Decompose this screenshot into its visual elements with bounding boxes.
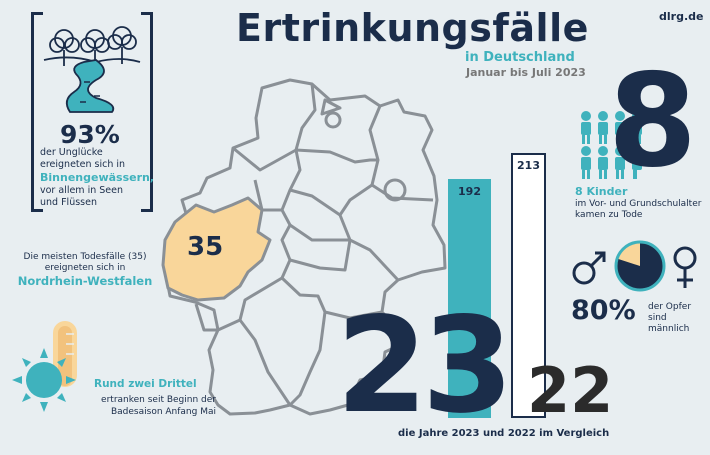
page-subtitle: in Deutschland xyxy=(465,50,575,65)
children-count: 8 xyxy=(608,47,698,196)
germany-map xyxy=(163,78,447,416)
trees-river-icon xyxy=(43,26,141,113)
waters-percent: 93% xyxy=(60,120,120,149)
nrw-name: Nordrhein-Westfalen xyxy=(17,274,153,288)
season-title: Rund zwei Drittel xyxy=(94,378,197,390)
bracket-right xyxy=(141,12,153,212)
children-title: 8 Kinder xyxy=(575,185,628,198)
children-icon xyxy=(581,111,642,179)
waters-text: der Unglücke ereigneten sich in Binnenge… xyxy=(40,147,154,209)
pie-male-slice xyxy=(616,241,665,290)
page-title: Ertrinkungsfälle xyxy=(236,6,589,50)
comparison-caption: die Jahre 2023 und 2022 im Vergleich xyxy=(398,428,610,439)
bar-2022 xyxy=(511,153,546,418)
male-icon xyxy=(572,251,606,285)
gender-percent: 80% xyxy=(571,295,636,326)
bar-2023 xyxy=(448,179,491,418)
nrw-count: 35 xyxy=(187,232,224,262)
waters-highlight: Binnengewässern, xyxy=(40,171,155,184)
waters-text-after: vor allem in Seen und Flüssen xyxy=(40,185,123,208)
female-icon xyxy=(673,246,697,288)
nrw-region xyxy=(161,196,272,302)
year-2023-label: 23 xyxy=(336,289,514,443)
gender-pie xyxy=(614,240,666,292)
site-label: dlrg.de xyxy=(659,10,704,23)
bar-2022-value: 213 xyxy=(517,159,540,172)
waters-text-before: der Unglücke ereigneten sich in xyxy=(40,147,126,170)
period-label: Januar bis Juli 2023 xyxy=(466,66,586,79)
nrw-text: Die meisten Todesfälle (35) ereigneten s… xyxy=(23,252,147,273)
bar-2023-value: 192 xyxy=(458,185,481,198)
season-text: ertranken seit Beginn der Badesaison Anf… xyxy=(101,395,216,417)
thermometer-sun-icon xyxy=(12,321,77,412)
year-2022-label: 22 xyxy=(527,354,614,427)
bracket-left xyxy=(31,12,43,212)
gender-text: der Opfer sind männlich xyxy=(648,302,692,334)
children-text: im Vor- und Grundschulalter kamen zu Tod… xyxy=(575,199,702,220)
